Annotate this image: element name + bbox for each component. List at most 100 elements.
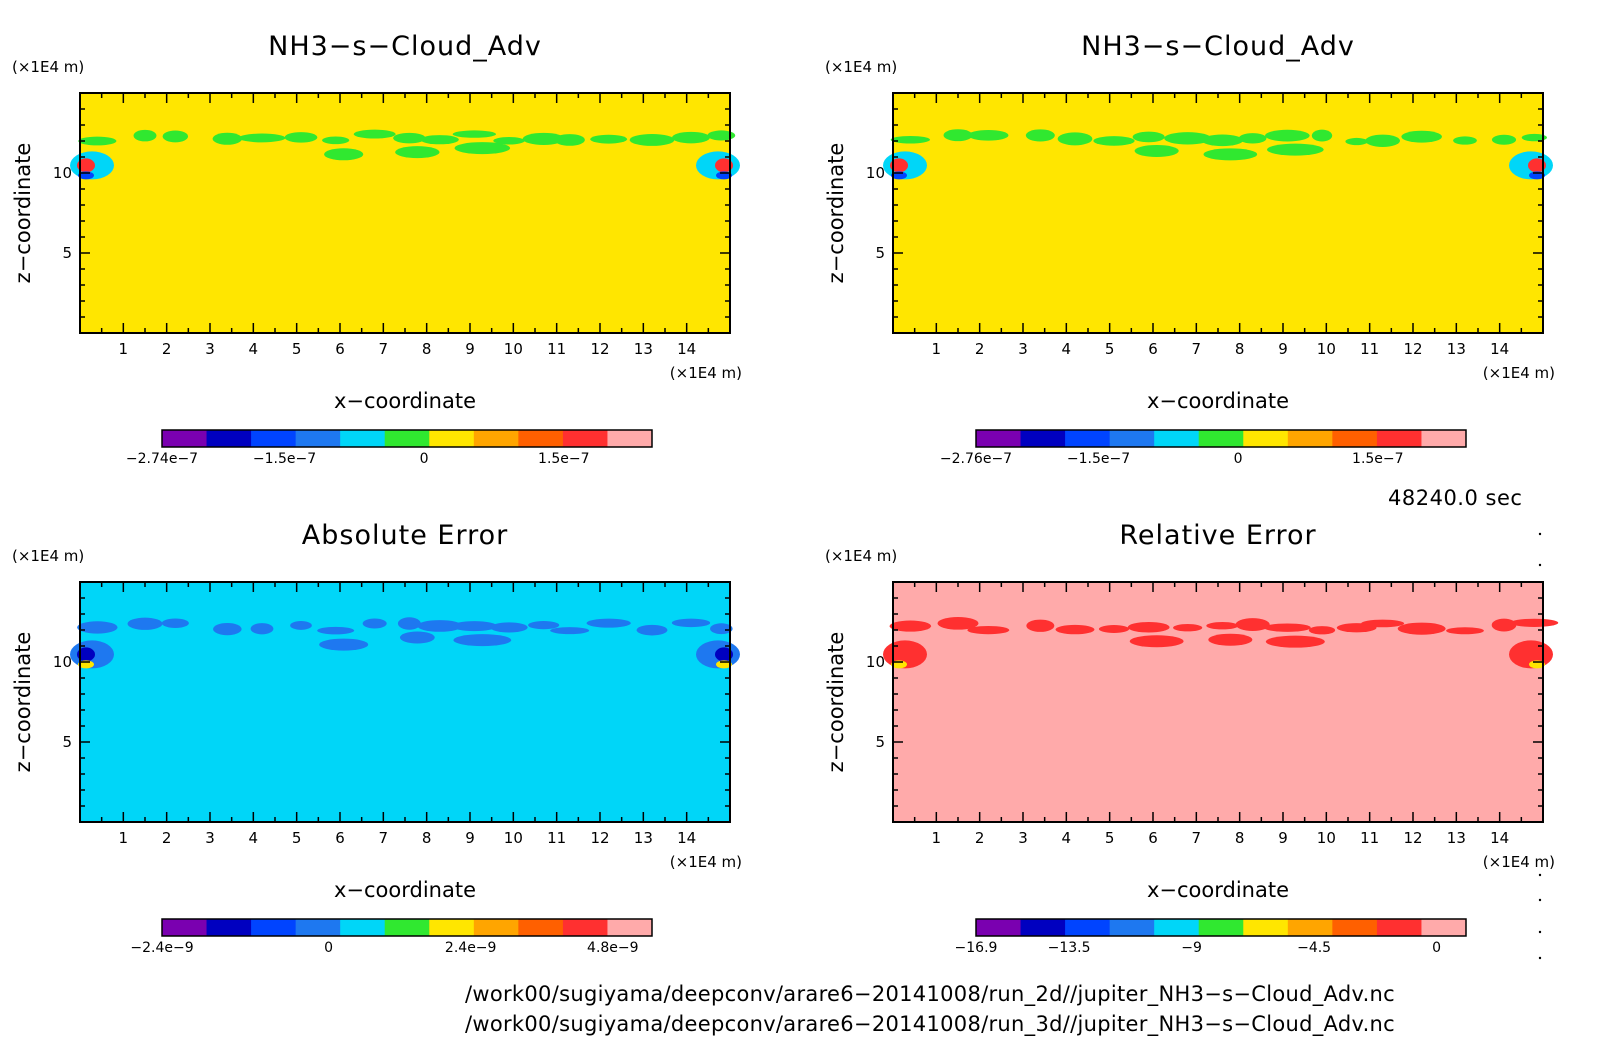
cloud-patch bbox=[393, 132, 426, 144]
cloud-patch bbox=[322, 136, 350, 145]
x-axis-label: x−coordinate bbox=[333, 878, 477, 902]
x-tick-label: 8 bbox=[421, 829, 432, 847]
colorbar-swatch bbox=[1421, 430, 1467, 447]
colorbar-swatch bbox=[162, 919, 208, 936]
colorbar-swatch bbox=[1109, 430, 1155, 447]
cloud-patch bbox=[1134, 144, 1179, 157]
y-tick-label: 5 bbox=[875, 733, 885, 751]
y-tick-label: 10 bbox=[865, 653, 885, 671]
y-axis-label: z−coordinate bbox=[11, 631, 35, 773]
cloud-patch bbox=[250, 623, 274, 635]
colorbar-swatch bbox=[1376, 430, 1422, 447]
cloud-patch bbox=[420, 135, 459, 145]
cloud-patch bbox=[1446, 627, 1484, 635]
cloud-patch bbox=[1510, 618, 1559, 627]
x-tick-label: 10 bbox=[1316, 829, 1336, 847]
cloud-patch bbox=[162, 130, 189, 143]
footer-path-3d: /work00/sugiyama/deepconv/arare6−2014100… bbox=[465, 1012, 1396, 1036]
cloud-patch bbox=[1491, 134, 1517, 145]
panel-title: Relative Error bbox=[1119, 520, 1317, 551]
cloud-patch bbox=[1235, 618, 1270, 632]
colorbar-swatch bbox=[429, 430, 475, 447]
marker-dot bbox=[1538, 956, 1542, 960]
colorbar-swatch bbox=[1154, 919, 1200, 936]
cloud-patch bbox=[528, 621, 560, 630]
cloud-patch bbox=[362, 618, 387, 629]
cloud-patch bbox=[1055, 624, 1095, 635]
colorbar-swatch bbox=[384, 430, 430, 447]
x-tick-label: 11 bbox=[1360, 340, 1380, 358]
x-tick-label: 12 bbox=[590, 340, 610, 358]
y-unit-label: (×1E4 m) bbox=[12, 58, 85, 76]
x-unit-label: (×1E4 m) bbox=[669, 853, 742, 871]
y-tick-label: 10 bbox=[52, 653, 72, 671]
cloud-patch bbox=[284, 132, 318, 143]
x-tick-label: 10 bbox=[1316, 340, 1336, 358]
x-tick-label: 1 bbox=[931, 829, 942, 847]
colorbar-swatch bbox=[1376, 919, 1422, 936]
colorbar-tick-label: 2.4e−9 bbox=[444, 940, 497, 956]
colorbar-frame bbox=[161, 429, 653, 448]
colorbar-swatch bbox=[473, 919, 519, 936]
marker-dot bbox=[1538, 898, 1542, 902]
x-tick-label: 3 bbox=[1018, 340, 1028, 358]
colorbar bbox=[975, 918, 1467, 937]
colorbar-swatch bbox=[1154, 430, 1200, 447]
colorbar-swatch bbox=[384, 919, 430, 936]
edge-feature bbox=[715, 647, 733, 662]
cloud-patch bbox=[452, 130, 497, 138]
colorbar-swatch bbox=[518, 430, 564, 447]
x-tick-label: 2 bbox=[161, 829, 172, 847]
edge-feature bbox=[77, 158, 95, 173]
colorbar bbox=[161, 429, 653, 448]
field-background bbox=[893, 93, 1543, 333]
x-tick-label: 13 bbox=[1446, 829, 1466, 847]
colorbar-swatch bbox=[251, 919, 297, 936]
cloud-patch bbox=[133, 129, 157, 142]
cloud-patch bbox=[937, 616, 979, 630]
cloud-patch bbox=[319, 638, 369, 651]
cloud-patch bbox=[967, 625, 1010, 635]
cloud-patch bbox=[1361, 619, 1405, 628]
colorbar-tick-label: −13.5 bbox=[1047, 940, 1091, 956]
colorbar-tick-label: −4.5 bbox=[1297, 940, 1332, 956]
y-axis-label: z−coordinate bbox=[824, 631, 848, 773]
x-tick-label: 3 bbox=[205, 829, 215, 847]
colorbar-tick-label: 0 bbox=[1432, 940, 1442, 956]
colorbar-swatch bbox=[1065, 919, 1111, 936]
edge-feature bbox=[890, 158, 908, 173]
x-tick-label: 1 bbox=[118, 340, 129, 358]
cloud-patch bbox=[1025, 129, 1055, 142]
y-axis-label: z−coordinate bbox=[11, 142, 35, 284]
x-tick-label: 9 bbox=[465, 829, 475, 847]
x-tick-label: 14 bbox=[677, 340, 697, 358]
x-tick-label: 12 bbox=[590, 829, 610, 847]
x-tick-label: 6 bbox=[335, 340, 345, 358]
y-tick-label: 5 bbox=[875, 244, 885, 262]
y-tick-label: 5 bbox=[62, 244, 72, 262]
colorbar-swatch bbox=[976, 919, 1022, 936]
x-tick-label: 6 bbox=[1148, 829, 1158, 847]
cloud-patch bbox=[522, 132, 565, 145]
edge-feature bbox=[77, 647, 95, 662]
colorbar-swatch bbox=[295, 919, 341, 936]
x-tick-label: 3 bbox=[205, 340, 215, 358]
x-axis-label: x−coordinate bbox=[333, 389, 477, 413]
cloud-patch bbox=[451, 621, 498, 632]
colorbar-swatch bbox=[206, 430, 252, 447]
colorbar-swatch bbox=[1243, 919, 1289, 936]
colorbar-tick-label: −1.5e−7 bbox=[1066, 451, 1131, 467]
y-tick-label: 10 bbox=[52, 164, 72, 182]
cloud-patch bbox=[493, 136, 525, 145]
x-tick-label: 4 bbox=[248, 340, 259, 358]
colorbar-frame bbox=[161, 918, 653, 937]
colorbar-swatch bbox=[1065, 430, 1111, 447]
colorbar-tick-label: −9 bbox=[1181, 940, 1202, 956]
colorbar-swatch bbox=[1287, 430, 1333, 447]
x-unit-label: (×1E4 m) bbox=[669, 364, 742, 382]
cloud-patch bbox=[127, 617, 163, 630]
time-label: 48240.0 sec bbox=[1388, 486, 1523, 510]
x-tick-label: 8 bbox=[1234, 340, 1245, 358]
cloud-patch bbox=[353, 129, 396, 139]
cloud-patch bbox=[324, 148, 364, 161]
